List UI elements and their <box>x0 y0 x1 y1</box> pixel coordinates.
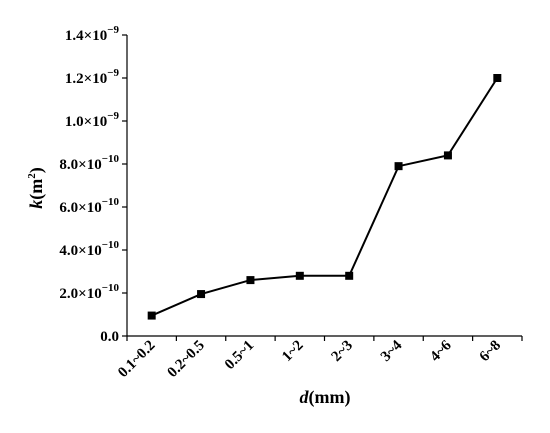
x-tick-label: 0.1~0.2 <box>115 338 158 381</box>
y-tick-label: 8.0×10−10 <box>59 153 119 173</box>
y-axis-unit-close: ) <box>26 167 47 173</box>
data-point <box>197 290 206 299</box>
y-tick-label: 1.0×10−9 <box>65 110 120 130</box>
x-tick-label: 6~8 <box>477 338 504 365</box>
x-tick-label: 1~2 <box>279 338 306 365</box>
y-tick-label: 1.2×10−9 <box>65 67 120 87</box>
data-point <box>246 276 255 285</box>
x-axis-title: d(mm) <box>300 387 351 408</box>
x-axis-var: d <box>300 387 310 407</box>
y-tick-label: 2.0×10−10 <box>59 282 119 302</box>
x-tick-label: 0.5~1 <box>222 338 257 373</box>
y-axis-ticks: 0.0 2.0×10−10 4.0×10−10 6.0×10−10 8.0×10−10 1… <box>59 24 127 345</box>
x-tick-label: 0.2~0.5 <box>165 338 208 381</box>
x-tick-label: 3~4 <box>378 337 406 365</box>
y-tick-label: 1.4×10−9 <box>65 24 120 44</box>
data-point <box>493 74 502 82</box>
y-axis-unit-exp: 2 <box>26 173 38 179</box>
y-axis-var: k <box>26 200 46 209</box>
x-axis-unit: (mm) <box>309 387 351 408</box>
x-axis-ticks: 0.1~0.2 0.2~0.5 0.5~1 1~2 2~3 3~4 4~6 6~8 <box>115 336 523 381</box>
x-tick-label: 2~3 <box>329 338 356 365</box>
x-tick-label: 4~6 <box>427 337 455 365</box>
y-tick-label: 6.0×10−10 <box>59 196 119 216</box>
data-markers <box>147 74 502 320</box>
data-point <box>443 151 452 160</box>
data-point <box>147 311 156 320</box>
y-axis-unit: (m <box>26 179 47 200</box>
y-tick-label: 0.0 <box>100 329 119 345</box>
series-line <box>151 77 499 317</box>
data-point <box>345 271 354 280</box>
y-axis-title: k(m2) <box>26 167 47 209</box>
data-point <box>394 162 403 171</box>
data-point <box>295 271 304 280</box>
y-tick-label: 4.0×10−10 <box>59 239 119 259</box>
